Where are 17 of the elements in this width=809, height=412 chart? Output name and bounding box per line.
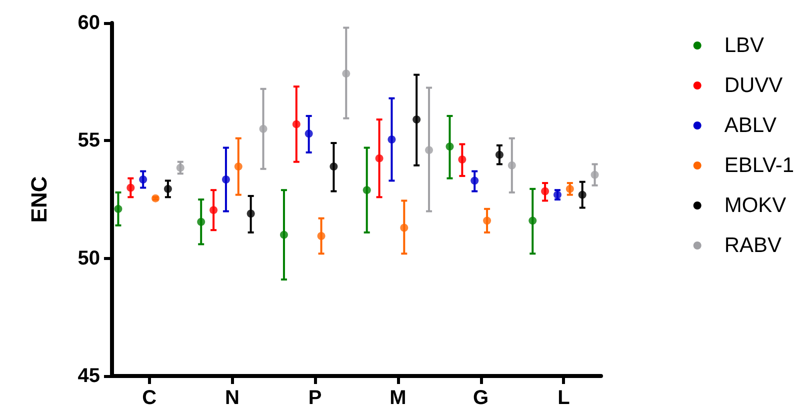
legend-label: LBV [724,34,764,57]
x-tick-label: C [142,387,157,409]
x-tick-label: M [390,387,406,409]
x-tick-label: L [558,387,570,409]
legend-label: MOKV [724,194,786,217]
legend-label: ABLV [724,114,776,137]
x-tick-label: P [308,387,322,409]
legend-label: DUVV [724,74,783,97]
x-tick-label: N [224,387,240,409]
legend-label: RABV [724,234,782,257]
y-axis-title: ENC [26,176,52,223]
y-tick-label: 50 [78,247,100,270]
y-tick-label: 45 [78,365,100,387]
y-tick-label: 60 [78,12,100,34]
y-tick-label: 55 [78,130,100,152]
x-tick-label: G [473,387,489,409]
legend-label: EBLV-1 [724,154,794,177]
